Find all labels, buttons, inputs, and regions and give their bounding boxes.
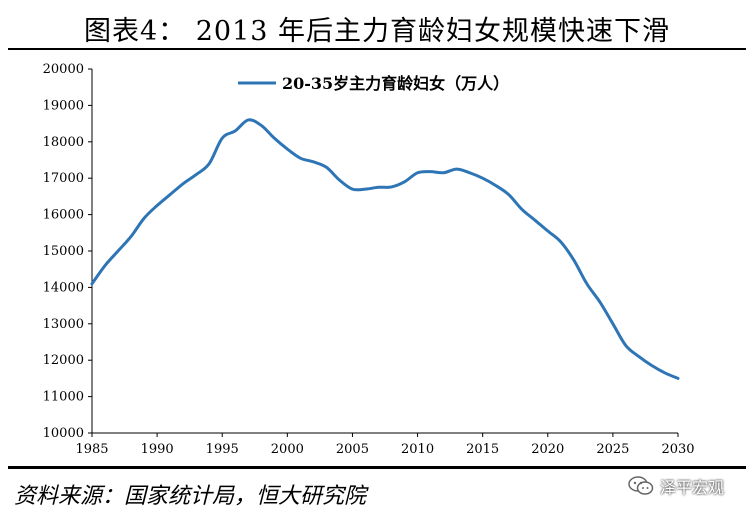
x-tick-label: 1985	[75, 442, 108, 457]
source-note: 资料来源：国家统计局，恒大研究院	[14, 484, 367, 509]
x-tick-label: 2010	[401, 442, 434, 457]
top-rule	[8, 48, 746, 50]
y-tick-label: 10000	[43, 426, 84, 441]
y-tick-label: 14000	[43, 280, 84, 295]
y-tick-label: 19000	[43, 98, 84, 113]
y-tick-label: 11000	[43, 390, 84, 405]
y-tick-label: 15000	[43, 244, 84, 259]
legend-label: 20-35岁主力育龄妇女（万人）	[282, 74, 509, 93]
y-tick-label: 12000	[43, 353, 84, 368]
series-line	[90, 118, 680, 380]
brand-name: 泽平宏观	[660, 478, 725, 497]
x-tick-label: 2025	[596, 442, 629, 457]
y-tick-label: 13000	[43, 317, 84, 332]
figure-title: 图表4： 2013 年后主力育龄妇女规模快速下滑	[83, 16, 671, 47]
x-tick-label: 1995	[206, 442, 239, 457]
x-tick-label: 2015	[466, 442, 499, 457]
bottom-rule	[8, 466, 746, 469]
y-tick-label: 20000	[43, 62, 84, 77]
x-tick-label: 2005	[336, 442, 369, 457]
brand-watermark: 泽平宏观	[628, 474, 724, 498]
x-tick-label: 2030	[661, 442, 694, 457]
y-tick-label: 17000	[43, 171, 84, 186]
line-chart: 10000 11000 12000 13000 14000 15000 16000 17000…	[43, 62, 695, 457]
y-tick-label: 18000	[43, 135, 84, 150]
x-tick-label: 1990	[141, 442, 174, 457]
wechat-icon	[628, 476, 654, 495]
x-tick-label: 2000	[271, 442, 304, 457]
y-tick-label: 16000	[43, 208, 84, 223]
x-tick-label: 2020	[531, 442, 564, 457]
